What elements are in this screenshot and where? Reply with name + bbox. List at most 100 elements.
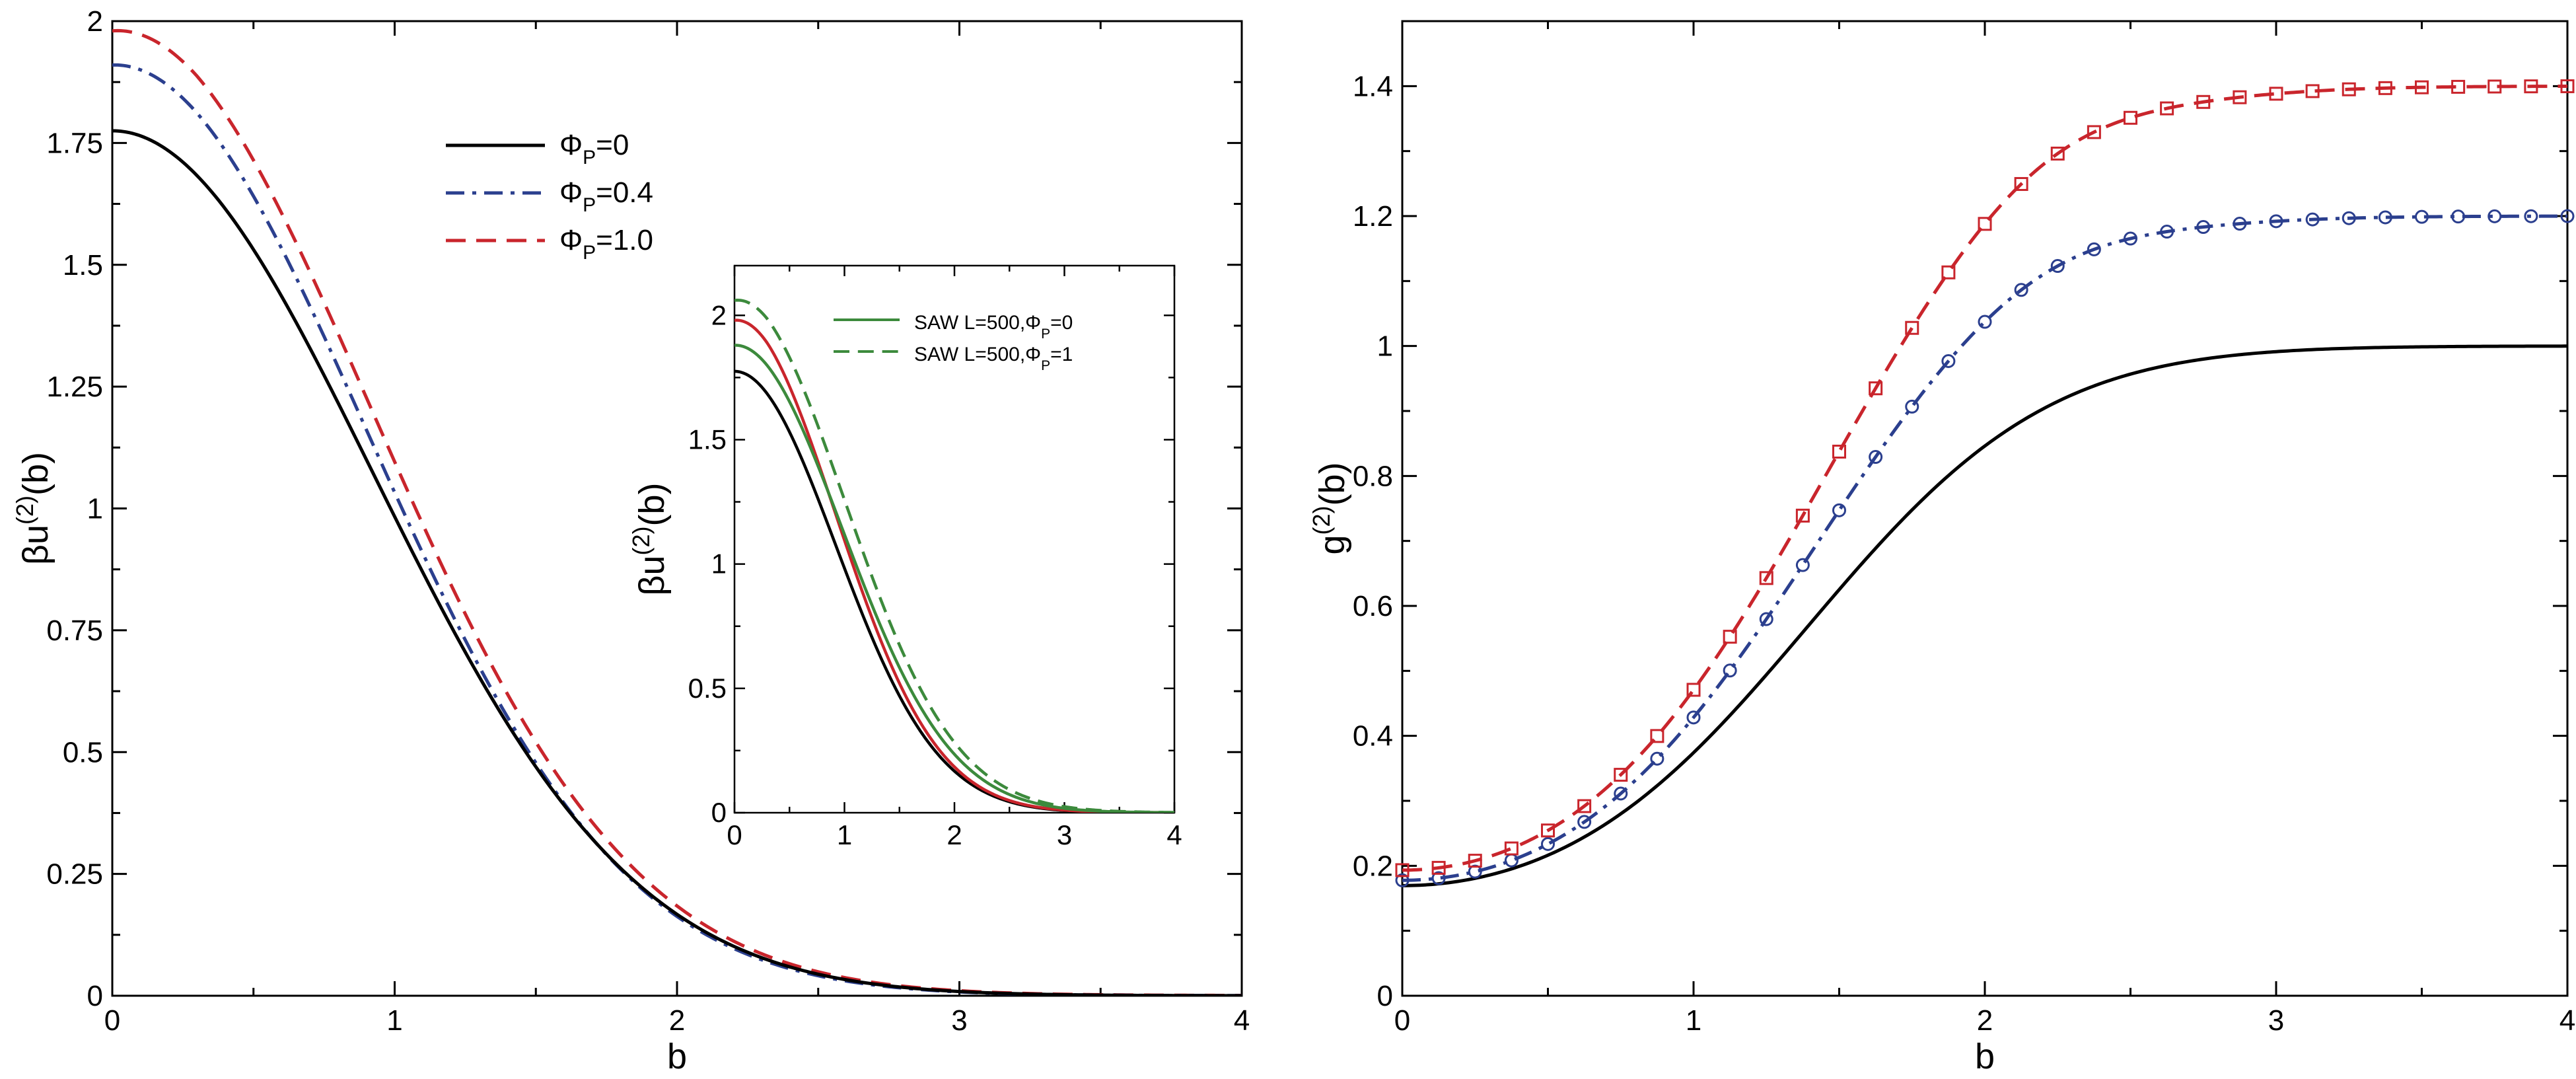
left-legend-phi10-label-rest: =1.0 xyxy=(596,224,653,256)
right-marker-g-phi04 xyxy=(1795,558,1810,572)
right-ytick-label: 1.2 xyxy=(1353,200,1393,233)
right-marker-g-phi10 xyxy=(1941,265,1956,279)
right-marker-g-phi10 xyxy=(1577,799,1592,813)
left-ytick-label: 0.5 xyxy=(63,736,103,768)
left-ytick-label: 1.25 xyxy=(46,371,103,403)
right-ytick-label: 0.6 xyxy=(1353,590,1393,622)
right-marker-g-phi04 xyxy=(2014,283,2028,297)
left-xlabel: b xyxy=(667,1037,687,1076)
right-marker-g-phi04 xyxy=(2524,209,2538,223)
right-marker-g-phi10 xyxy=(2124,110,2137,125)
left-legend-phi04-label-rest: =0.4 xyxy=(596,176,653,209)
right-marker-g-phi10 xyxy=(2378,81,2392,95)
right-marker-g-phi04 xyxy=(2305,212,2320,227)
left-legend-phi0-label-rest: =0 xyxy=(596,129,629,161)
right-marker-g-phi10 xyxy=(1650,729,1664,743)
inset-xtick-label: 2 xyxy=(947,819,962,850)
right-marker-g-phi10 xyxy=(1978,217,1992,231)
right-marker-g-phi04 xyxy=(2342,211,2356,225)
left-series-phi0 xyxy=(112,129,1242,996)
right-marker-g-phi04 xyxy=(1395,873,1410,887)
inset-bg xyxy=(734,266,1174,813)
right-marker-g-phi10 xyxy=(2233,90,2247,104)
right-series-g-phi04 xyxy=(1402,214,2567,882)
right-marker-g-phi10 xyxy=(2087,125,2101,139)
right-marker-g-phi10 xyxy=(1905,320,1919,335)
right-marker-g-phi04 xyxy=(1614,786,1628,801)
right-panel: 0 1 2 3 4 0 0.2 0.4 0.6 0.8 1 1.2 1.4 b g(2)(b) xyxy=(1308,20,2575,1076)
right-marker-g-phi10 xyxy=(1541,823,1555,838)
inset-xtick-label: 4 xyxy=(1166,819,1182,850)
right-marker-g-phi04 xyxy=(2378,210,2392,225)
inset-ytick-label: 0 xyxy=(711,797,727,828)
inset-ytick-label: 1 xyxy=(711,548,727,579)
right-marker-g-phi04 xyxy=(1577,815,1592,829)
right-marker-g-phi04 xyxy=(1978,315,1992,329)
right-marker-g-phi10 xyxy=(1614,768,1628,782)
inset-ytick-label: 1.5 xyxy=(688,424,727,455)
right-marker-g-phi10 xyxy=(2160,101,2174,116)
left-ytick-label: 0.25 xyxy=(46,858,103,891)
right-marker-g-phi10 xyxy=(1395,863,1410,877)
inset-legend-saw-phi1-label-rest: =1 xyxy=(1050,344,1073,365)
right-marker-g-phi04 xyxy=(2233,217,2247,231)
inset-series-saw-phi1 xyxy=(734,299,1174,813)
right-marker-g-phi10 xyxy=(1504,841,1519,856)
left-ylabel-sup: (2) xyxy=(11,496,38,525)
right-marker-g-phi04 xyxy=(1686,710,1701,725)
right-marker-g-phi10 xyxy=(1431,860,1446,875)
right-ylabel: g(2)(b) xyxy=(1308,462,1352,554)
left-legend-phi10-label-sub: P xyxy=(583,242,596,264)
right-marker-g-phi10 xyxy=(2560,79,2575,94)
left-legend-phi04-label-sub: P xyxy=(583,194,596,216)
right-xtick-label: 2 xyxy=(1977,1004,1993,1037)
inset-legend-saw-phi1-label: SAW L=500,ΦP=1 xyxy=(914,344,1073,373)
left-legend-phi0-label-main: Φ xyxy=(559,129,583,161)
right-marker-g-phi10 xyxy=(2342,82,2356,96)
left-legend-phi04-label-main: Φ xyxy=(559,176,583,209)
left-xtick-label: 4 xyxy=(1234,1004,1250,1037)
right-marker-g-phi04 xyxy=(2415,209,2429,224)
right-marker-g-phi04 xyxy=(2451,209,2466,224)
left-ytick-label: 1.75 xyxy=(46,127,103,159)
left-panel: 0 1 2 3 400.250.50.7511.251.51.752bβu(2)(b)Φ… xyxy=(11,5,1250,1076)
right-marker-g-phi10 xyxy=(1759,571,1773,585)
right-ytick-label: 0 xyxy=(1377,980,1393,1012)
left-ylabel: βu(2)(b) xyxy=(11,452,55,565)
right-series-g-phi0 xyxy=(1402,344,2567,887)
right-marker-g-phi04 xyxy=(2124,231,2137,246)
right-marker-g-phi04 xyxy=(2269,214,2283,229)
right-marker-g-phi10 xyxy=(1869,381,1883,396)
right-marker-g-phi04 xyxy=(1905,399,1919,414)
inset-ylabel-rest: (b) xyxy=(632,482,672,526)
left-ytick-label: 1 xyxy=(87,493,103,525)
inset-xtick-label: 1 xyxy=(837,819,852,850)
left-legend-phi04-label: ΦP=0.4 xyxy=(559,176,653,216)
right-xtick-label: 1 xyxy=(1686,1004,1701,1037)
right-marker-g-phi04 xyxy=(1650,751,1664,766)
right-marker-g-phi04 xyxy=(1759,612,1773,626)
left-legend-phi10-label-main: Φ xyxy=(559,224,583,256)
right-marker-g-phi04 xyxy=(2160,225,2174,239)
right-marker-g-phi10 xyxy=(2305,84,2320,98)
left-xtick-label: 3 xyxy=(951,1004,967,1037)
right-marker-g-phi04 xyxy=(2196,220,2211,235)
right-xtick-label: 3 xyxy=(2268,1004,2284,1037)
right-marker-g-phi04 xyxy=(2087,242,2101,256)
right-marker-g-phi04 xyxy=(1541,837,1555,851)
right-series-g-phi10 xyxy=(1402,85,2567,872)
inset-legend-saw-phi0-label-main: SAW L=500,Φ xyxy=(914,312,1041,334)
right-marker-g-phi04 xyxy=(2487,209,2502,223)
inset-legend-saw-phi0-label-rest: =0 xyxy=(1050,312,1073,334)
left-xtick-label: 0 xyxy=(104,1004,120,1037)
right-marker-g-phi04 xyxy=(1869,450,1883,465)
right-ylabel-rest: (b) xyxy=(1312,462,1352,505)
inset-legend-saw-phi0-label-sub: P xyxy=(1041,326,1050,342)
right-marker-g-phi10 xyxy=(2524,79,2538,94)
right-marker-g-phi04 xyxy=(1431,871,1446,885)
right-marker-g-phi04 xyxy=(2560,209,2575,223)
right-marker-g-phi10 xyxy=(1832,445,1846,459)
right-marker-g-phi04 xyxy=(1941,354,1956,369)
